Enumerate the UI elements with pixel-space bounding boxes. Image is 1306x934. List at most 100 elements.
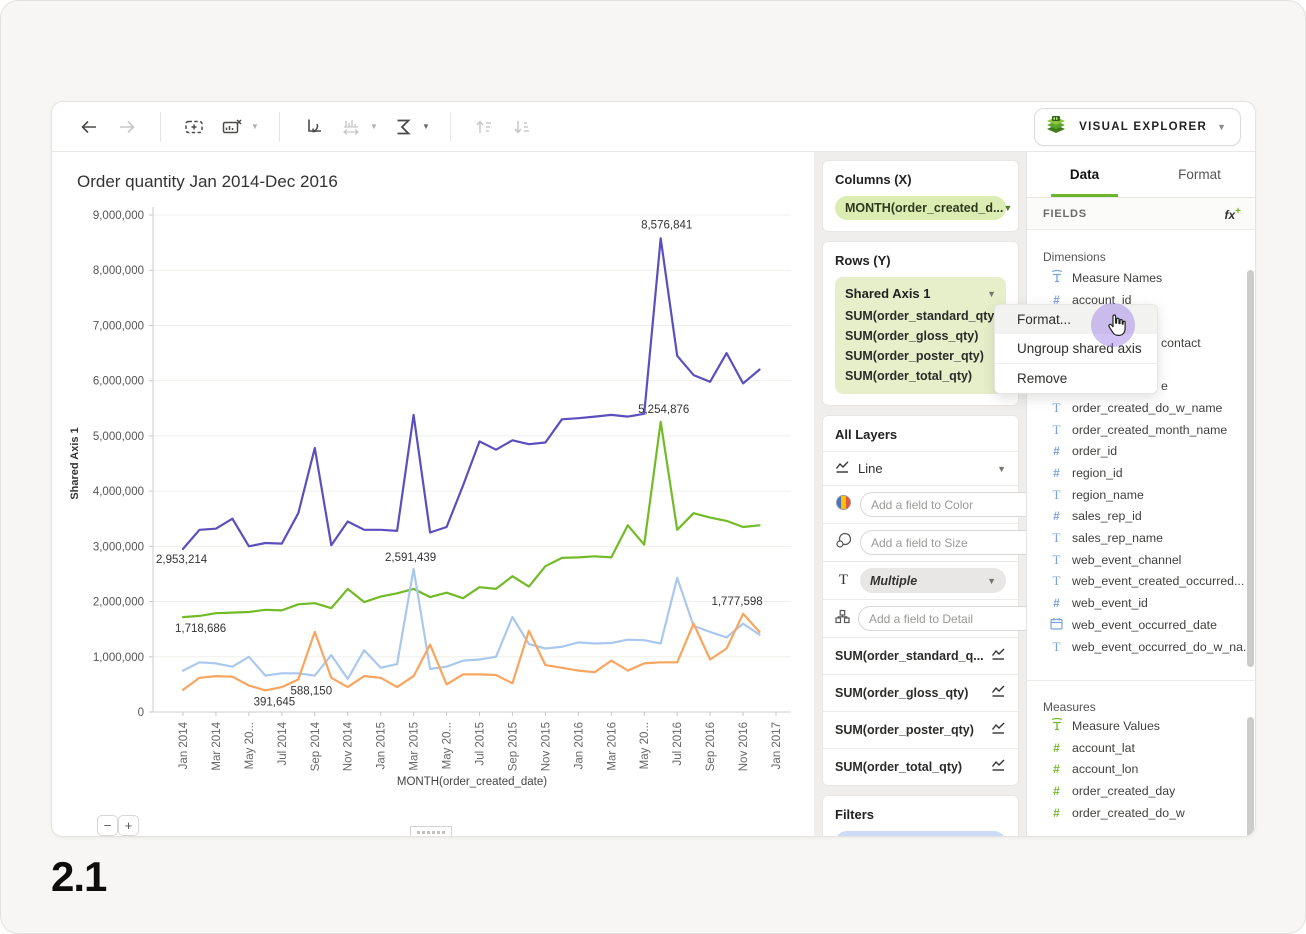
chart-area: Order quantity Jan 2014-Dec 2016 01,000,… (52, 152, 814, 837)
filter-field-pill[interactable]: YEAR(order_created_date) ▼ (835, 831, 1006, 837)
dimension-field-row[interactable]: # web_event_id (1027, 592, 1256, 614)
dimension-field-row[interactable]: Tweb_event_occurred_do_w_na... (1027, 636, 1256, 658)
number-field-icon: # (1049, 596, 1064, 610)
svg-text:Jul 2015: Jul 2015 (475, 722, 487, 765)
svg-text:Mar 2015: Mar 2015 (409, 722, 421, 771)
dimension-field-row[interactable]: web_event_occurred_date (1027, 614, 1256, 636)
columns-field-pill[interactable]: MONTH(order_created_d... ▼ (835, 196, 1006, 220)
svg-text:5,000,000: 5,000,000 (93, 431, 144, 443)
text-field-pill[interactable]: Multiple ▼ (860, 568, 1006, 593)
row-measure-item[interactable]: SUM(order_total_qty) (845, 366, 996, 386)
text-field-icon: T (1049, 552, 1064, 568)
dimension-field-row[interactable]: Tregion_name (1027, 484, 1256, 506)
svg-text:Nov 2014: Nov 2014 (343, 721, 355, 771)
svg-text:Jan 2017: Jan 2017 (771, 722, 783, 769)
row-measure-item[interactable]: SUM(order_poster_qty) (845, 346, 996, 366)
visual-explorer-label: VISUAL EXPLORER (1079, 121, 1207, 133)
shared-axis-label: Shared Axis 1 (845, 286, 931, 301)
fields-header-label: FIELDS (1043, 208, 1087, 220)
svg-text:May 20...: May 20... (442, 722, 454, 769)
measure-field-row[interactable]: #order_created_day (1027, 780, 1256, 802)
add-element-button[interactable] (179, 112, 209, 142)
svg-text:Nov 2015: Nov 2015 (540, 722, 552, 771)
toolbar-divider (160, 112, 161, 142)
svg-text:Jul 2014: Jul 2014 (277, 721, 289, 765)
svg-text:1,777,598: 1,777,598 (711, 596, 762, 608)
chevron-down-icon: ▼ (987, 576, 996, 586)
tab-data[interactable]: Data (1027, 152, 1142, 197)
svg-text:Jan 2014: Jan 2014 (178, 721, 190, 769)
color-field-input[interactable] (860, 492, 1027, 517)
text-field-icon: T (1049, 400, 1064, 416)
svg-text:9,000,000: 9,000,000 (93, 210, 144, 222)
measure-field-row[interactable]: #order_created_do_w (1027, 802, 1256, 824)
dimension-field-row[interactable]: Tweb_event_created_occurred... (1027, 571, 1256, 593)
line-chart-icon (991, 759, 1006, 775)
dimension-field-row[interactable]: Torder_created_do_w_name (1027, 397, 1256, 419)
dimension-field-row[interactable]: Measure Names (1027, 267, 1256, 289)
size-field-input[interactable] (860, 530, 1027, 555)
field-label: web_event_created_occurred... (1072, 574, 1244, 588)
field-label: region_name (1072, 488, 1144, 502)
svg-text:2,953,214: 2,953,214 (156, 554, 208, 566)
chevron-down-icon[interactable]: ▼ (251, 112, 261, 142)
layer-measure-row[interactable]: SUM(order_total_qty) (823, 748, 1018, 785)
line-chart[interactable]: 01,000,0002,000,0003,000,0004,000,0005,0… (52, 152, 814, 837)
measure-field-row[interactable]: #account_lat (1027, 737, 1256, 759)
zoom-out-button[interactable]: − (97, 815, 118, 836)
svg-text:4,000,000: 4,000,000 (93, 486, 144, 498)
svg-text:Sep 2016: Sep 2016 (705, 722, 717, 771)
measure-field-row[interactable]: Measure Values (1027, 715, 1256, 737)
screenshot-frame: ▼ ▼ ▼ VISUAL EXPLORER ▼ (0, 0, 1306, 934)
toolbar-divider (450, 112, 451, 142)
row-measure-item[interactable]: SUM(order_gloss_qty) (845, 326, 996, 346)
add-formula-icon[interactable]: fx+ (1224, 206, 1241, 222)
shelf-column: Columns (X) MONTH(order_created_d... ▼ R… (814, 152, 1027, 837)
dimension-field-row[interactable]: #sales_rep_id (1027, 506, 1256, 528)
chart-type-select[interactable]: Line ▼ (823, 451, 1018, 485)
dimension-field-row[interactable]: Torder_created_month_name (1027, 419, 1256, 441)
layer-measure-row[interactable]: SUM(order_gloss_qty) (823, 674, 1018, 711)
detail-field-input[interactable] (858, 606, 1027, 631)
chevron-down-icon[interactable]: ▼ (987, 289, 996, 299)
shared-axis-header[interactable]: Shared Axis 1 ▼ (845, 283, 996, 306)
field-label: web_event_id (1072, 596, 1148, 610)
field-label: order_created_do_w (1072, 806, 1185, 820)
canvas-resize-handle[interactable] (410, 826, 452, 837)
measures-scrollbar[interactable] (1247, 717, 1254, 837)
layer-measure-row[interactable]: SUM(order_standard_q... (823, 637, 1018, 674)
chevron-down-icon[interactable]: ▼ (370, 112, 380, 142)
measure-field-row[interactable]: #account_lon (1027, 758, 1256, 780)
row-measure-item[interactable]: SUM(order_standard_qty) (845, 306, 996, 326)
toolbar-divider (279, 112, 280, 142)
visual-explorer-icon (1043, 111, 1069, 142)
zoom-in-button[interactable]: + (118, 815, 139, 836)
bar-size-button (336, 112, 366, 142)
field-label: order_created_day (1072, 784, 1175, 798)
aggregate-sigma-button[interactable] (388, 112, 418, 142)
context-menu-item-remove[interactable]: Remove (995, 363, 1157, 393)
columns-shelf: Columns (X) MONTH(order_created_d... ▼ (822, 160, 1019, 232)
forward-button (112, 112, 142, 142)
dimension-field-row[interactable]: #region_id (1027, 462, 1256, 484)
dimension-field-row[interactable]: Tweb_event_channel (1027, 549, 1256, 571)
delete-element-button[interactable] (217, 112, 247, 142)
svg-text:7,000,000: 7,000,000 (93, 320, 144, 332)
chevron-down-icon[interactable]: ▼ (422, 112, 432, 142)
svg-text:Nov 2016: Nov 2016 (738, 722, 750, 771)
tab-format[interactable]: Format (1142, 152, 1256, 197)
visual-explorer-button[interactable]: VISUAL EXPLORER ▼ (1034, 108, 1241, 146)
back-button[interactable] (74, 112, 104, 142)
fields-header: FIELDS fx+ (1027, 198, 1256, 230)
content: Order quantity Jan 2014-Dec 2016 01,000,… (52, 152, 1256, 837)
chevron-down-icon[interactable]: ▼ (1003, 203, 1012, 213)
swap-axes-button[interactable] (298, 112, 328, 142)
layer-measure-row[interactable]: SUM(order_poster_qty) (823, 711, 1018, 748)
field-label: region_id (1072, 466, 1123, 480)
dimensions-scrollbar[interactable] (1247, 270, 1254, 667)
context-menu-item-ungroupsharedaxis[interactable]: Ungroup shared axis (995, 334, 1157, 363)
dimension-field-row[interactable]: #order_id (1027, 441, 1256, 463)
section-divider (1027, 680, 1256, 681)
field-label: contact (1161, 336, 1201, 350)
dimension-field-row[interactable]: Tsales_rep_name (1027, 527, 1256, 549)
